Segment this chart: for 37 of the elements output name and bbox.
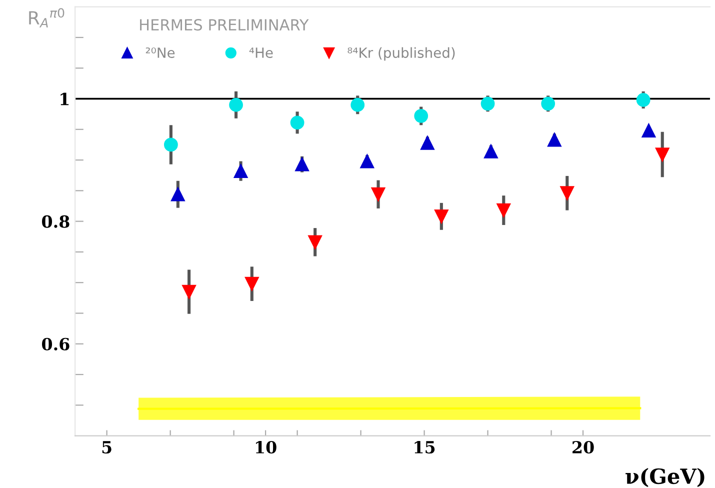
point bbox=[541, 96, 556, 111]
point bbox=[350, 98, 365, 112]
point bbox=[308, 235, 322, 250]
y-tick-label: 1 bbox=[60, 92, 69, 106]
point bbox=[290, 116, 304, 130]
x-tick-label: 10 bbox=[256, 440, 276, 454]
point bbox=[164, 138, 178, 152]
y-axis-title: R$_{A}$$^{π0}$ bbox=[29, 8, 64, 28]
point bbox=[182, 284, 196, 299]
point bbox=[480, 96, 495, 111]
text: HERMES PRELIMINARY bbox=[140, 19, 309, 31]
point bbox=[636, 93, 650, 107]
point bbox=[360, 154, 374, 168]
point bbox=[229, 98, 243, 112]
y-tick-label: 0.6 bbox=[42, 338, 70, 350]
point bbox=[642, 124, 656, 138]
point bbox=[547, 132, 562, 147]
point bbox=[655, 148, 670, 162]
point bbox=[170, 187, 185, 202]
point bbox=[414, 108, 428, 123]
point bbox=[484, 144, 498, 158]
point bbox=[295, 157, 310, 172]
point bbox=[371, 187, 386, 202]
y-tick-label: 0.8 bbox=[42, 215, 70, 228]
point bbox=[496, 203, 511, 218]
x-tick-label: 5 bbox=[102, 441, 112, 454]
point bbox=[560, 186, 574, 200]
x-axis-title: ν(GeV) bbox=[626, 468, 704, 488]
x-tick-label: 15 bbox=[414, 440, 435, 454]
point bbox=[434, 209, 448, 224]
legend-label: ²⁰Ne bbox=[146, 47, 175, 58]
point bbox=[234, 164, 248, 178]
point bbox=[244, 276, 259, 291]
legend-label: ⁴He bbox=[249, 48, 273, 58]
legend-label: ⁸⁴Kr (published) bbox=[348, 47, 455, 61]
x-tick-label: 20 bbox=[572, 440, 594, 454]
point bbox=[420, 136, 434, 150]
